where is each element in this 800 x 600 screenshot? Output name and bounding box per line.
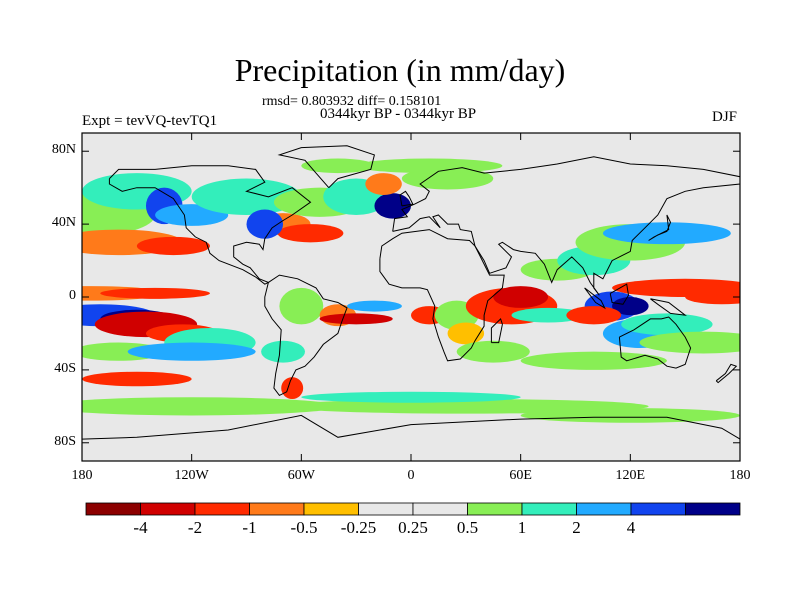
anomaly-patch [374, 193, 411, 219]
anomaly-patch [520, 351, 667, 370]
colorbar-swatch [194, 502, 250, 516]
anomaly-field [82, 158, 740, 423]
lon-tick-label: 120W [174, 468, 209, 483]
anomaly-patch [447, 322, 485, 345]
anomaly-patch [566, 306, 622, 325]
coastline [618, 316, 692, 369]
stats-line: rmsd= 0.803932 diff= 0.158101 [262, 94, 442, 109]
colorbar-label: 2 [572, 518, 581, 537]
colorbar-swatch [412, 502, 468, 516]
coastline [648, 214, 672, 241]
experiment-label: Expt = tevVQ-tevTQ1 [82, 113, 218, 129]
anomaly-patch [602, 222, 731, 245]
colorbar-label: 0.5 [456, 518, 479, 537]
anomaly-patch [493, 286, 549, 308]
anomaly-patch [319, 313, 393, 325]
coastlines [81, 145, 741, 440]
lon-tick-label: 120E [615, 468, 646, 483]
anomaly-patch [456, 340, 530, 363]
anomaly-patch [283, 399, 649, 414]
figure-title: Precipitation (in mm/day) [234, 52, 566, 88]
colorbar-label: 4 [626, 518, 636, 537]
coastline [277, 145, 375, 189]
anomaly-patch [612, 297, 649, 316]
lon-tick-label: 60W [287, 468, 315, 483]
colorbar-swatch [85, 502, 141, 516]
period-line: 0344kyr BP - 0344kyr BP [320, 106, 477, 122]
anomaly-patch [301, 391, 521, 403]
axis-ticks [81, 133, 741, 461]
lat-tick-label: 80S [54, 433, 76, 449]
anomaly-patch [127, 342, 256, 361]
anomaly-patch [281, 377, 304, 400]
anomaly-patch [246, 209, 284, 239]
lat-tick-label: 40N [51, 215, 76, 231]
anomaly-patch [685, 289, 740, 305]
coastline [392, 156, 741, 296]
colorbar-label: -0.5 [290, 518, 318, 537]
anomaly-patch [136, 236, 210, 256]
coastline [81, 414, 741, 440]
colorbar-swatch [249, 502, 305, 516]
colorbar-swatch [303, 502, 359, 516]
lon-tick-label: 180 [729, 468, 751, 483]
colorbar-swatch [630, 502, 686, 516]
colorbar-label: 0.25 [398, 518, 428, 537]
colorbar-label: -2 [187, 518, 203, 537]
anomaly-patch [639, 331, 740, 354]
anomaly-patch [365, 173, 402, 195]
coastline [650, 298, 687, 316]
lon-tick-label: 180 [71, 468, 93, 483]
coastline [379, 229, 505, 362]
colorbar [85, 502, 741, 516]
anomaly-patch [511, 307, 585, 323]
anomaly-patch [82, 371, 192, 387]
lat-tick-label: 80N [51, 142, 76, 158]
coastline [399, 190, 414, 207]
lon-tick-label: 0 [407, 468, 415, 483]
coastline [609, 283, 630, 305]
anomaly-patch [520, 408, 740, 423]
lon-tick-label: 60E [509, 468, 532, 483]
coastline [715, 363, 738, 384]
anomaly-patch [301, 158, 375, 174]
anomaly-patch [100, 287, 210, 299]
colorbar-label: 1 [517, 518, 527, 537]
season-label: DJF [712, 109, 738, 125]
lat-tick-label: 40S [54, 360, 76, 376]
anomaly-patch [347, 300, 402, 312]
colorbar-swatch [685, 502, 741, 516]
anomaly-patch [82, 397, 338, 416]
anomaly-patch [277, 224, 344, 243]
coastline [490, 317, 503, 344]
lat-tick-label: 0 [69, 288, 76, 303]
coastline [584, 287, 606, 310]
anomaly-patch [279, 287, 324, 325]
anomaly-patch [191, 178, 302, 215]
colorbar-swatch [467, 502, 523, 516]
anomaly-patch [401, 167, 494, 190]
colorbar-label: -1 [242, 518, 257, 537]
colorbar-swatch [358, 502, 414, 516]
coastline [264, 274, 348, 397]
colorbar-label: -4 [133, 518, 148, 537]
coastline [108, 165, 312, 285]
colorbar-swatch [576, 502, 632, 516]
anomaly-patch [356, 158, 503, 174]
colorbar-label: -0.25 [340, 518, 377, 537]
colorbar-swatch [140, 502, 196, 516]
colorbar-swatch [521, 502, 577, 516]
anomaly-patch [261, 340, 305, 363]
anomaly-patch [621, 313, 713, 336]
